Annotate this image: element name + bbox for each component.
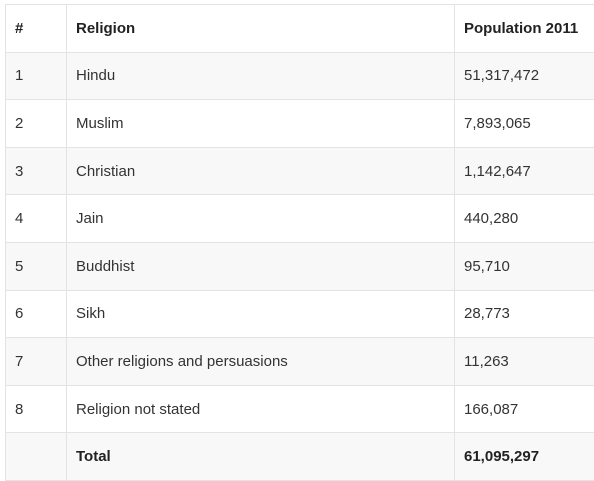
row-population: 1,142,647: [455, 147, 594, 195]
row-population: 95,710: [455, 242, 594, 290]
row-religion: Sikh: [67, 290, 455, 338]
row-index: 5: [6, 242, 67, 290]
table-row: 2 Muslim 7,893,065: [6, 100, 594, 148]
row-index: 7: [6, 338, 67, 386]
row-religion: Hindu: [67, 52, 455, 100]
table-row: 4 Jain 440,280: [6, 195, 594, 243]
row-religion: Other religions and persuasions: [67, 338, 455, 386]
row-population: 28,773: [455, 290, 594, 338]
row-index: 2: [6, 100, 67, 148]
row-religion: Buddhist: [67, 242, 455, 290]
row-religion: Muslim: [67, 100, 455, 148]
total-label: Total: [67, 433, 455, 481]
table-row: 8 Religion not stated 166,087: [6, 385, 594, 433]
row-index: 1: [6, 52, 67, 100]
table-row: 3 Christian 1,142,647: [6, 147, 594, 195]
total-index: [6, 433, 67, 481]
religion-table-container: # Religion Population 2011 1 Hindu 51,31…: [5, 4, 594, 481]
table-header-row: # Religion Population 2011: [6, 5, 594, 53]
table-row: 6 Sikh 28,773: [6, 290, 594, 338]
table-row: 5 Buddhist 95,710: [6, 242, 594, 290]
row-religion: Christian: [67, 147, 455, 195]
row-population: 51,317,472: [455, 52, 594, 100]
row-index: 4: [6, 195, 67, 243]
header-index: #: [6, 5, 67, 53]
religion-population-table: # Religion Population 2011 1 Hindu 51,31…: [5, 4, 594, 481]
row-population: 11,263: [455, 338, 594, 386]
total-row: Total 61,095,297: [6, 433, 594, 481]
table-row: 1 Hindu 51,317,472: [6, 52, 594, 100]
row-population: 166,087: [455, 385, 594, 433]
row-population: 440,280: [455, 195, 594, 243]
header-population: Population 2011: [455, 5, 594, 53]
row-religion: Religion not stated: [67, 385, 455, 433]
row-index: 6: [6, 290, 67, 338]
row-index: 8: [6, 385, 67, 433]
row-religion: Jain: [67, 195, 455, 243]
row-index: 3: [6, 147, 67, 195]
table-row: 7 Other religions and persuasions 11,263: [6, 338, 594, 386]
header-religion: Religion: [67, 5, 455, 53]
row-population: 7,893,065: [455, 100, 594, 148]
total-population: 61,095,297: [455, 433, 594, 481]
